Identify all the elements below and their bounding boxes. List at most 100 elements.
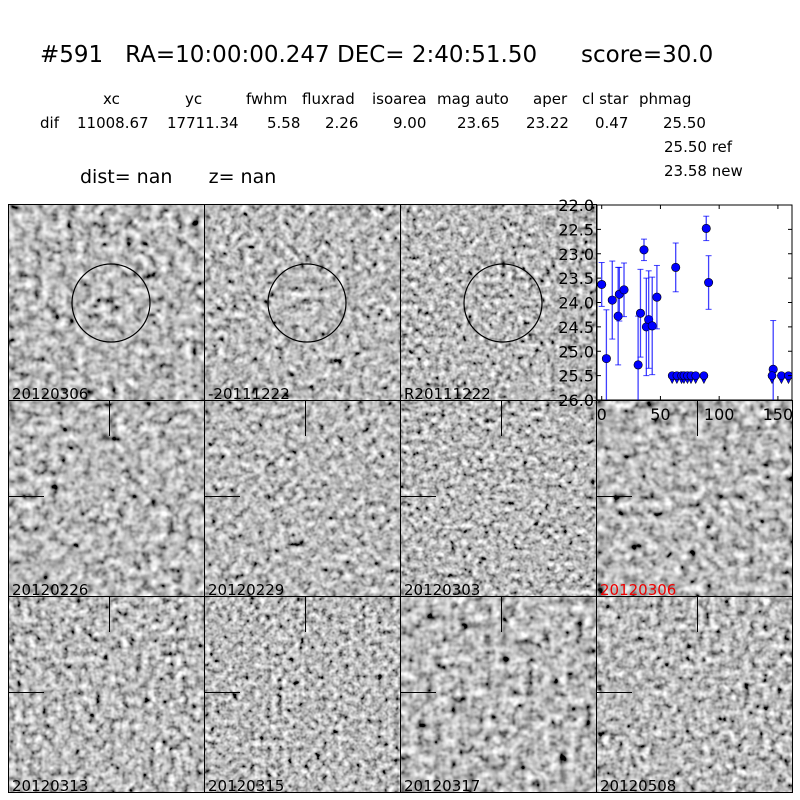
noise-image <box>401 205 596 400</box>
stamp-date-label: 20120306 <box>600 581 677 597</box>
image-stamp: -20111222 <box>204 204 401 401</box>
upper-limit-point <box>691 371 700 380</box>
light-curve-chart: 22.0 22.5 23.0 23.5 24.0 24.5 25.0 25.5 26.00 50 1… <box>558 196 794 424</box>
x-tick-label: 0 <box>597 405 607 424</box>
stamp-date-label: R20111222 <box>404 385 491 401</box>
candidate-title: #591 RA=10:00:00.247 DEC= 2:40:51.50 sco… <box>40 42 713 68</box>
stamp-date-label: 20120508 <box>600 777 677 793</box>
data-point <box>639 245 649 255</box>
value-xc: 11008.67 <box>77 114 149 132</box>
noise-image <box>9 597 204 792</box>
stamp-date-label: 20120229 <box>208 581 285 597</box>
image-stamp: R20111222 <box>400 204 597 401</box>
value-yc: 17711.34 <box>167 114 239 132</box>
noise-image <box>9 205 204 400</box>
crosshair-vertical <box>501 401 502 436</box>
header-isoarea: isoarea <box>372 90 427 108</box>
crosshair-horizontal <box>401 496 436 497</box>
crosshair-horizontal <box>597 692 632 693</box>
image-stamp: 20120306 <box>596 400 793 597</box>
stamp-date-label: 20120317 <box>404 777 481 793</box>
image-stamp: 20120226 <box>8 400 205 597</box>
value-fluxrad: 2.26 <box>325 114 359 132</box>
y-tick-label: 24.0 <box>558 294 594 313</box>
stamp-date-label: 20120303 <box>404 581 481 597</box>
row-label: dif <box>40 114 59 132</box>
crosshair-vertical <box>305 597 306 632</box>
value-isoarea: 9.00 <box>393 114 427 132</box>
crosshair-vertical <box>697 597 698 632</box>
header-mag-auto: mag auto <box>437 90 509 108</box>
header-fwhm: fwhm <box>246 90 288 108</box>
aperture-circle <box>267 263 347 343</box>
stamp-date-label: 20120313 <box>12 777 89 793</box>
data-point <box>652 292 662 302</box>
noise-image <box>9 401 204 596</box>
crosshair-vertical <box>109 597 110 632</box>
stamp-date-label: 20120315 <box>208 777 285 793</box>
image-stamp: 20120315 <box>204 596 401 793</box>
y-tick-label: 23.5 <box>558 269 594 288</box>
data-point <box>671 262 681 272</box>
crosshair-horizontal <box>9 496 44 497</box>
upper-limit-point <box>767 371 777 380</box>
noise-image <box>597 401 792 596</box>
image-stamp: 20120317 <box>400 596 597 793</box>
crosshair-vertical <box>305 401 306 436</box>
noise-image <box>205 401 400 596</box>
header-fluxrad: fluxrad <box>302 90 355 108</box>
header-xc: xc <box>103 90 120 108</box>
image-stamp: 20120508 <box>596 596 793 793</box>
data-point <box>635 308 645 318</box>
plot-area <box>596 204 793 401</box>
aperture-circle <box>463 263 543 343</box>
x-tick-label: 100 <box>704 405 735 424</box>
noise-image <box>401 597 596 792</box>
data-point <box>597 279 607 289</box>
distance-info: dist= nan z= nan <box>80 166 276 188</box>
ra: RA=10:00:00.247 <box>125 42 330 68</box>
stamp-date-label: -20111222 <box>208 385 290 401</box>
stamp-date-label: 20120306 <box>12 385 89 401</box>
crosshair-vertical <box>697 401 698 436</box>
value-fwhm: 5.58 <box>267 114 301 132</box>
value-mag-auto: 23.65 <box>457 114 500 132</box>
noise-image <box>401 401 596 596</box>
candidate-id: #591 <box>40 42 104 68</box>
image-stamp: 20120303 <box>400 400 597 597</box>
image-stamp: 20120306 <box>8 204 205 401</box>
data-point <box>701 223 711 233</box>
stamp-date-label: 20120226 <box>12 581 89 597</box>
crosshair-horizontal <box>597 496 632 497</box>
crosshair-horizontal <box>205 496 240 497</box>
image-stamp: 20120229 <box>204 400 401 597</box>
dist-value: dist= nan <box>80 166 173 188</box>
new-mag: 23.58 new <box>664 162 743 180</box>
crosshair-horizontal <box>205 692 240 693</box>
score: score=30.0 <box>581 42 714 68</box>
y-tick-label: 25.0 <box>558 342 594 361</box>
crosshair-horizontal <box>9 692 44 693</box>
noise-image <box>597 597 792 792</box>
data-point <box>704 278 714 288</box>
crosshair-vertical <box>109 401 110 436</box>
x-tick-label: 50 <box>650 405 670 424</box>
value-cl-star: 0.47 <box>595 114 629 132</box>
data-point <box>607 295 617 305</box>
ref-mag: 25.50 ref <box>664 138 733 156</box>
image-stamp: 20120313 <box>8 596 205 793</box>
z-value: z= nan <box>208 166 277 188</box>
header-yc: yc <box>185 90 203 108</box>
x-tick-label: 150 <box>763 405 794 424</box>
data-point <box>619 285 629 295</box>
noise-image <box>205 205 400 400</box>
value-phmag: 25.50 <box>663 114 706 132</box>
y-tick-label: 26.0 <box>558 391 594 410</box>
y-tick-label: 24.5 <box>558 318 594 337</box>
dec: DEC= 2:40:51.50 <box>337 42 538 68</box>
y-tick-label: 22.5 <box>558 220 594 239</box>
data-point <box>633 360 643 370</box>
crosshair-vertical <box>501 597 502 632</box>
upper-limit-point <box>699 371 709 380</box>
data-point <box>601 354 611 364</box>
